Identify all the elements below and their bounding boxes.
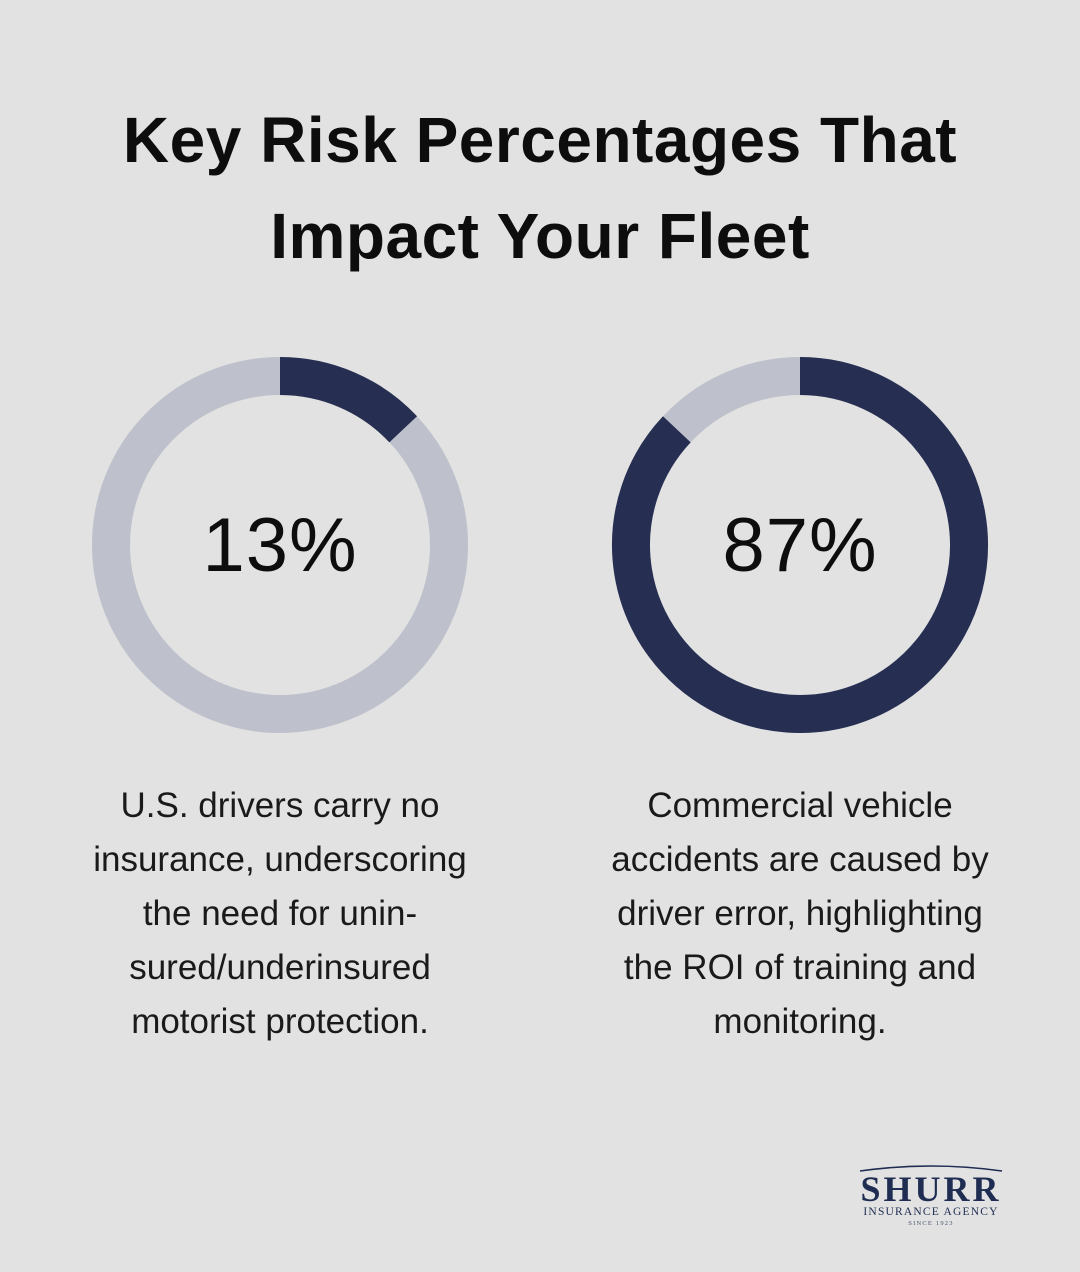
donut-svg-uninsured — [92, 357, 468, 733]
donut-svg-driver-error — [612, 357, 988, 733]
donut-chart-uninsured: 13% — [60, 355, 500, 735]
brand-logo: SHURR INSURANCE AGENCY SINCE 1923 — [848, 1164, 1014, 1228]
description-line: accidents are caused by — [611, 840, 989, 879]
stat-driver-error: 87% Commercial vehicle accidents are cau… — [580, 355, 1020, 1049]
description-line: sured/underinsured — [129, 948, 431, 987]
stat-description: U.S. drivers carry no insurance, undersc… — [60, 779, 500, 1049]
logo-subtitle: INSURANCE AGENCY — [863, 1206, 999, 1218]
percentage-label: 13% — [202, 502, 358, 588]
title-line-1: Key Risk Percentages That — [122, 104, 958, 176]
description-line: Commercial vehicle — [647, 786, 953, 825]
donut-chart-driver-error: 87% — [580, 355, 1020, 735]
logo-swoosh-icon — [859, 1165, 1003, 1172]
stat-description: Commercial vehicle accidents are caused … — [580, 779, 1020, 1049]
description-line: insurance, underscoring — [93, 840, 467, 879]
description-line: monitoring. — [713, 1002, 887, 1041]
title-line-2: Impact Your Fleet — [270, 200, 810, 272]
donut-arc-filled — [612, 357, 988, 733]
logo-name: SHURR — [860, 1169, 1002, 1209]
donut-arc-filled — [279, 357, 418, 443]
description-line: driver error, highlighting — [617, 894, 983, 933]
description-line: the need for unin- — [142, 894, 418, 933]
description-line: the ROI of training and — [623, 948, 977, 987]
page-title: Key Risk Percentages That Impact Your Fl… — [0, 92, 1080, 284]
percentage-label: 87% — [722, 502, 878, 588]
description-line: motorist protection. — [131, 1002, 429, 1041]
description-line: U.S. drivers carry no — [120, 786, 440, 825]
stat-uninsured-drivers: 13% U.S. drivers carry no insurance, und… — [60, 355, 500, 1049]
logo-since: SINCE 1923 — [908, 1220, 954, 1227]
